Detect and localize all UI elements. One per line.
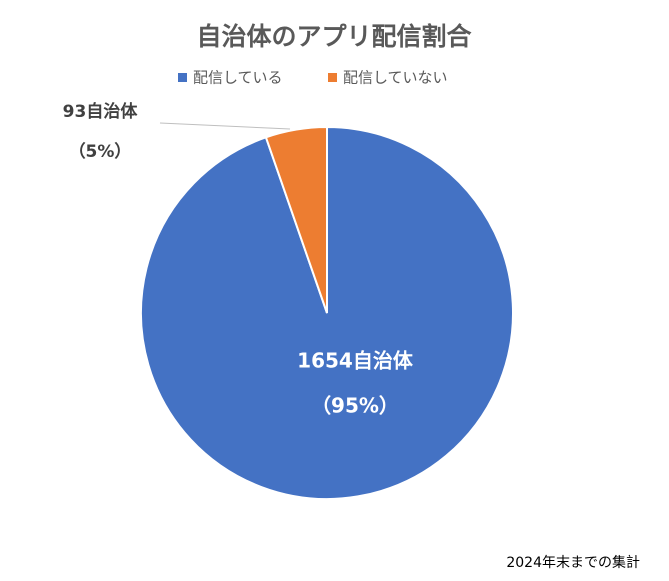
legend-swatch	[328, 73, 337, 82]
legend-label: 配信していない	[343, 69, 448, 87]
percent-label: （5%）	[69, 141, 132, 162]
data-label: 1654自治体	[297, 349, 414, 373]
data-label: 93自治体	[63, 101, 139, 122]
chart-title: 自治体のアプリ配信割合	[196, 22, 472, 51]
pie-slice	[264, 125, 328, 314]
legend-swatch	[178, 73, 187, 82]
percent-label: （95%）	[311, 394, 399, 418]
legend-label: 配信している	[193, 69, 283, 87]
note: 2024年末までの集計	[506, 554, 640, 571]
leader-line	[159, 122, 291, 130]
